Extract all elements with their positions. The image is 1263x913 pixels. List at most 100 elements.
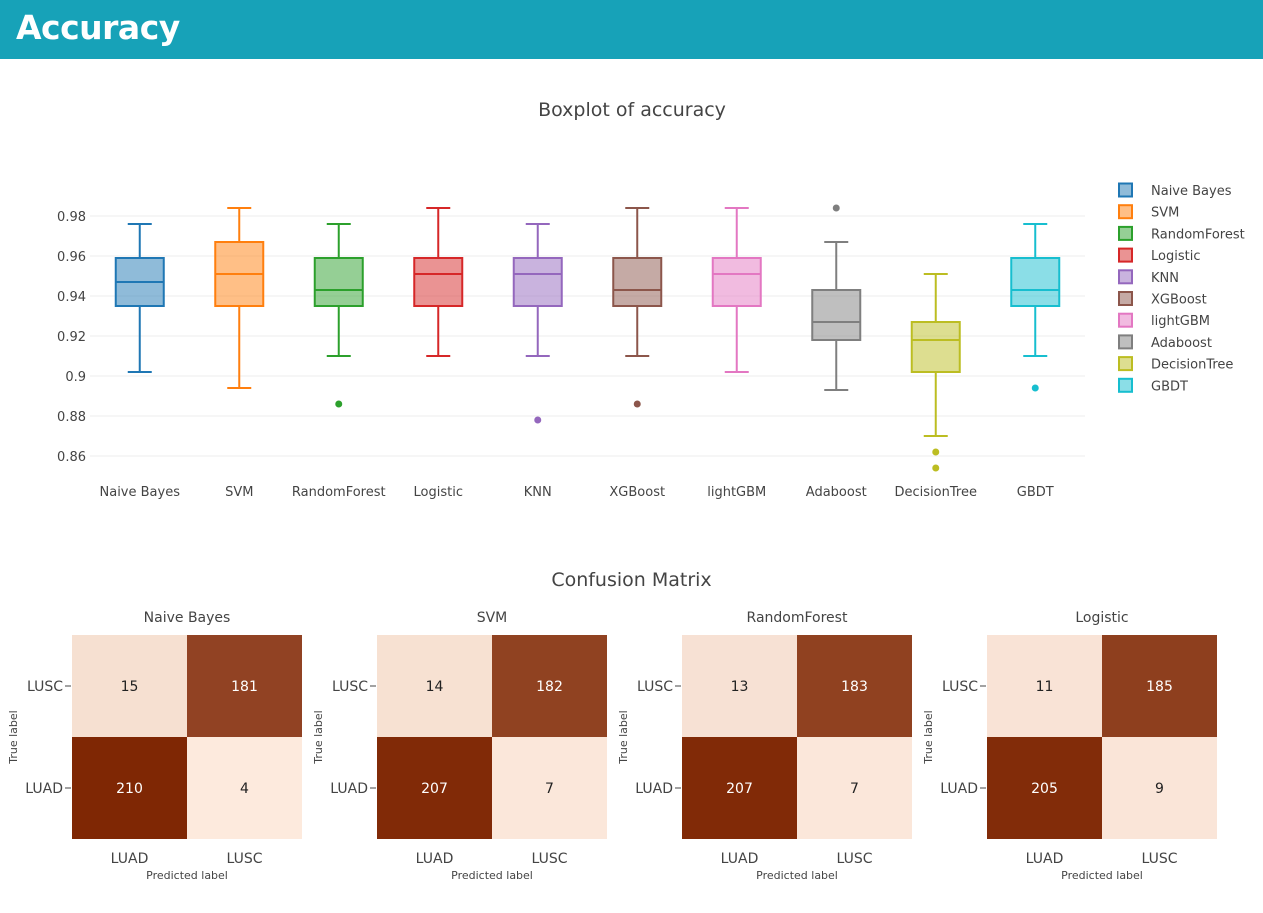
x-tick-label: GBDT <box>1017 485 1054 500</box>
y-tick-label: 0.9 <box>65 370 86 385</box>
cm-cell-value: 207 <box>421 781 448 797</box>
cm-cell <box>1102 737 1217 839</box>
cm-cell <box>377 737 492 839</box>
cm-x-tick-label: LUSC <box>531 851 567 867</box>
cm-y-axis-label: True label <box>312 710 325 764</box>
box-iqr <box>711 257 762 307</box>
x-tick-label: RandomForest <box>292 485 386 500</box>
legend-swatch <box>1118 247 1133 263</box>
legend-item-gbdt: GBDT <box>1118 377 1188 394</box>
x-tick-label: lightGBM <box>707 485 766 500</box>
legend-swatch <box>1118 334 1133 350</box>
cm-y-tick-label: LUSC <box>27 679 63 695</box>
box-decisiontree <box>910 273 961 472</box>
cm-panel-title: SVM <box>477 610 508 626</box>
cm-x-tick-label: LUAD <box>1026 851 1064 867</box>
legend-item-logistic: Logistic <box>1118 247 1200 264</box>
cm-cell-value: 183 <box>841 679 868 695</box>
cm-y-tick-label: LUSC <box>637 679 673 695</box>
cm-cell <box>492 737 607 839</box>
legend-label: XGBoost <box>1151 293 1207 308</box>
cm-cell <box>797 737 912 839</box>
cm-x-tick-label: LUAD <box>721 851 759 867</box>
cm-y-tick-label: LUAD <box>25 781 63 797</box>
cm-cell <box>492 635 607 737</box>
x-tick-label: Logistic <box>414 485 463 500</box>
cm-panel-title: RandomForest <box>747 610 848 626</box>
cm-cell-value: 7 <box>545 781 554 797</box>
cm-x-tick-label: LUSC <box>836 851 872 867</box>
x-tick-label: Naive Bayes <box>100 485 181 500</box>
box-lightgbm <box>711 207 762 373</box>
cm-x-tick-label: LUAD <box>111 851 149 867</box>
box-knn <box>512 223 563 424</box>
cm-cell <box>682 635 797 737</box>
cm-panel-logistic: Logistic 11 185 205 9 LUSC LUAD LUAD LUSC Predict… <box>922 610 1217 882</box>
x-tick-label: XGBoost <box>609 485 665 500</box>
legend-swatch <box>1118 269 1133 285</box>
cm-cell-value: 207 <box>726 781 753 797</box>
cm-x-axis-label: Predicted label <box>146 869 228 882</box>
cm-panel-randomforest: RandomForest 13 183 207 7 LUSC LUAD LUAD LUSC Pre… <box>617 610 912 882</box>
box-iqr <box>413 257 464 307</box>
accuracy-boxplot: Boxplot of accuracy 0.86 0.88 0.9 0.92 0.94 0.… <box>57 99 1245 500</box>
outlier-point <box>932 464 940 472</box>
legend-item-decisiontree: DecisionTree <box>1118 356 1233 373</box>
legend-label: RandomForest <box>1151 227 1245 242</box>
x-tick-label: KNN <box>524 485 552 500</box>
y-tick-label: 0.96 <box>57 250 86 265</box>
cm-panel-naive-bayes: Naive Bayes 15 181 210 4 LUSC LUAD LUAD LUSC Pred… <box>7 610 302 882</box>
legend-item-adaboost: Adaboost <box>1118 334 1212 351</box>
cm-cell-value: 205 <box>1031 781 1058 797</box>
cm-x-tick-label: LUSC <box>226 851 262 867</box>
legend-swatch <box>1118 204 1133 220</box>
cm-cell-value: 7 <box>850 781 859 797</box>
cm-cell-value: 4 <box>240 781 249 797</box>
box-naive-bayes <box>114 223 165 373</box>
cm-cell <box>987 737 1102 839</box>
legend-item-xgboost: XGBoost <box>1118 291 1207 308</box>
page-header: Accuracy <box>0 0 1263 59</box>
legend-label: lightGBM <box>1151 314 1210 329</box>
legend-swatch <box>1118 225 1133 241</box>
box-gbdt <box>1010 223 1061 392</box>
page-title: Accuracy <box>16 8 180 47</box>
cm-y-axis-label: True label <box>7 710 20 764</box>
x-tick-label: Adaboost <box>806 485 867 500</box>
box-logistic <box>413 207 464 357</box>
cm-x-axis-label: Predicted label <box>756 869 838 882</box>
y-tick-label: 0.98 <box>57 210 86 225</box>
cm-cell-value: 11 <box>1036 679 1054 695</box>
y-tick-label: 0.86 <box>57 450 86 465</box>
legend-label: Logistic <box>1151 249 1200 264</box>
x-tick-label: DecisionTree <box>895 485 977 500</box>
cm-x-axis-label: Predicted label <box>451 869 533 882</box>
legend-label: KNN <box>1151 271 1179 286</box>
legend-swatch <box>1118 291 1133 306</box>
outlier-point <box>633 400 641 408</box>
cm-panel-svm: SVM 14 182 207 7 LUSC LUAD LUAD LUSC Predicted la… <box>312 610 607 882</box>
legend-label: DecisionTree <box>1151 358 1233 373</box>
cm-y-tick-label: LUSC <box>942 679 978 695</box>
cm-cell-value: 15 <box>121 679 139 695</box>
outlier-point <box>534 416 542 424</box>
cm-panel-title: Logistic <box>1075 610 1128 626</box>
cm-cell <box>72 737 187 839</box>
cm-x-tick-label: LUAD <box>416 851 454 867</box>
outlier-point <box>335 400 343 408</box>
legend-item-naive-bayes: Naive Bayes <box>1118 182 1232 199</box>
cm-y-tick-label: LUAD <box>330 781 368 797</box>
cm-cell <box>72 635 187 737</box>
outlier-point <box>932 448 940 456</box>
cm-cell <box>797 635 912 737</box>
confusion-matrix-title: Confusion Matrix <box>551 569 712 591</box>
outlier-point <box>832 204 840 212</box>
cm-cell-value: 13 <box>731 679 749 695</box>
legend-label: GBDT <box>1151 379 1188 394</box>
cm-y-tick-label: LUSC <box>332 679 368 695</box>
legend-swatch <box>1118 377 1133 393</box>
legend-item-randomforest: RandomForest <box>1118 225 1245 242</box>
cm-cell-value: 9 <box>1155 781 1164 797</box>
legend-swatch <box>1118 356 1133 372</box>
cm-panel-title: Naive Bayes <box>144 610 231 626</box>
